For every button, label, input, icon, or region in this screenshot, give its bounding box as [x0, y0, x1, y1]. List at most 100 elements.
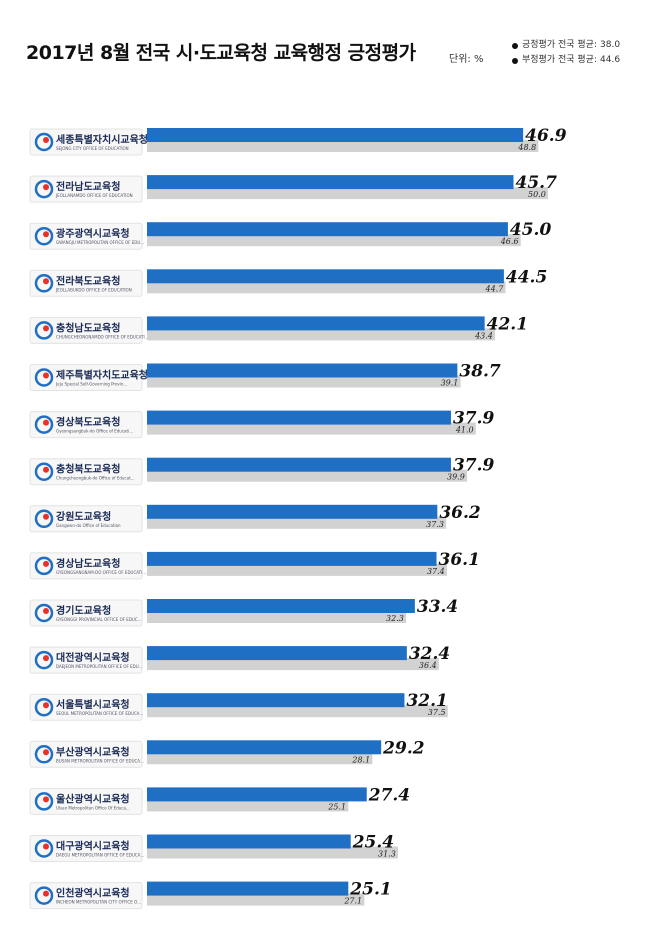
data-label-negative: 31.3	[378, 850, 396, 859]
emblem-icon	[34, 415, 54, 434]
org-logo	[29, 552, 143, 580]
data-label-positive: 46.9	[525, 126, 567, 146]
data-label-positive: 27.4	[368, 785, 410, 805]
chart-title: 2017년 8월 전국 시·도교육청 교육행정 긍정평가	[26, 42, 416, 64]
org-subtitle: CHUNGCHEONGNAMDO OFFICE OF EDUCATI…	[56, 334, 149, 339]
emblem-icon	[34, 792, 54, 811]
bar-positive	[147, 881, 349, 896]
org-subtitle: GYEONGGI PROVINCIAL OFFICE OF EDUC…	[56, 617, 142, 622]
org-logo	[29, 740, 143, 768]
org-name: 울산광역시교육청	[56, 792, 130, 805]
emblem-dot-icon	[43, 184, 49, 191]
emblem-dot-icon	[43, 278, 49, 285]
org-logo	[29, 222, 143, 250]
bar-negative	[147, 705, 448, 718]
org-subtitle: SEOUL METROPOLITAN OFFICE OF EDUCA…	[56, 711, 143, 716]
emblem-icon	[34, 274, 54, 293]
data-label-positive: 42.1	[487, 314, 528, 334]
data-label-positive: 32.1	[406, 691, 447, 711]
bar-negative	[147, 846, 399, 859]
org-logo	[29, 835, 143, 862]
data-label-positive: 45.0	[510, 220, 552, 240]
emblem-dot-icon	[43, 513, 49, 520]
data-label-positive: 45.7	[516, 173, 558, 193]
data-label-positive: 25.4	[352, 833, 394, 853]
bar-positive	[147, 316, 485, 331]
data-label-positive: 38.7	[459, 362, 501, 382]
org-name: 제주특별자치도교육청	[56, 369, 148, 382]
data-label-negative: 41.0	[455, 426, 474, 435]
org-logo	[29, 364, 143, 391]
data-label-positive: 29.2	[382, 738, 425, 758]
emblem-icon	[34, 603, 54, 623]
data-label-negative: 39.9	[447, 473, 465, 482]
emblem-icon	[34, 697, 54, 717]
data-label-negative: 27.1	[343, 897, 362, 906]
bar-positive	[147, 222, 508, 237]
bar-positive	[147, 410, 451, 425]
org-name: 광주광역시교육청	[56, 227, 130, 240]
org-name: 전라북도교육청	[56, 274, 120, 287]
legend: 긍정평가 전국 평균: 38.0 부정평가 전국 평균: 44.6	[512, 38, 620, 68]
bar-negative	[147, 234, 521, 247]
org-logo	[29, 882, 143, 910]
org-logo	[29, 458, 143, 486]
data-label-negative: 43.4	[474, 331, 493, 340]
org-logo	[29, 411, 143, 439]
emblem-dot-icon	[43, 749, 49, 756]
emblem-dot-icon	[43, 137, 49, 143]
data-label-negative: 39.1	[441, 379, 459, 388]
data-label-negative: 28.1	[351, 755, 370, 764]
org-name: 대구광역시교육청	[56, 840, 130, 853]
emblem-dot-icon	[43, 796, 49, 803]
emblem-icon	[34, 132, 54, 152]
org-logo	[29, 505, 143, 533]
org-logo	[29, 175, 143, 203]
org-subtitle: JEOLLABUKDO OFFICE OF EDUCATION	[55, 287, 132, 292]
bar-positive	[147, 504, 438, 519]
emblem-icon	[34, 179, 54, 199]
emblem-icon	[34, 650, 54, 670]
data-label-negative: 46.6	[500, 237, 519, 246]
data-label-negative: 37.3	[426, 520, 444, 529]
bar-positive	[147, 693, 405, 708]
bar-positive	[147, 269, 504, 284]
bar-positive	[147, 646, 407, 661]
bar-negative	[147, 799, 349, 812]
bar-positive	[147, 457, 451, 472]
unit-label: 단위: %	[449, 54, 484, 65]
data-label-negative: 37.5	[428, 708, 446, 717]
bar-negative	[147, 281, 506, 294]
emblem-icon	[34, 509, 54, 529]
org-logo	[29, 787, 143, 815]
org-name: 경기도교육청	[56, 604, 111, 617]
emblem-dot-icon	[43, 372, 49, 379]
org-name: 충청북도교육청	[56, 463, 120, 476]
emblem-dot-icon	[43, 231, 49, 238]
org-name: 충청남도교육청	[56, 321, 120, 334]
bar-positive	[147, 551, 437, 566]
org-subtitle: Jeju Special Self-Governing Provin…	[55, 382, 127, 387]
org-logo	[29, 599, 143, 627]
org-name: 서울특별시교육청	[56, 698, 130, 711]
bullet-icon	[512, 42, 518, 49]
org-subtitle: Chungcheongbuk-do Office of Educat…	[56, 476, 135, 481]
org-subtitle: Gyeongsangbuk-do Office of Educati…	[56, 429, 133, 434]
org-name: 경상북도교육청	[56, 416, 120, 429]
emblem-icon	[34, 368, 54, 387]
emblem-icon	[34, 556, 54, 576]
bar-negative	[147, 469, 467, 482]
bar-positive	[147, 363, 458, 378]
legend-item-negative: 부정평가 전국 평균: 44.6	[512, 53, 620, 68]
bar-positive	[147, 599, 415, 613]
data-label-positive: 37.9	[453, 456, 495, 476]
bar-negative	[147, 140, 539, 152]
org-subtitle: DAEJEON METROPOLITAN OFFICE OF EDU…	[56, 664, 143, 669]
org-name: 세종특별자치시교육청	[56, 133, 148, 146]
emblem-dot-icon	[43, 419, 49, 426]
bar-negative	[147, 187, 548, 200]
legend-value: 44.6	[600, 55, 621, 65]
data-label-positive: 37.9	[453, 409, 495, 429]
bar-negative	[147, 611, 407, 623]
org-logo	[29, 693, 143, 721]
